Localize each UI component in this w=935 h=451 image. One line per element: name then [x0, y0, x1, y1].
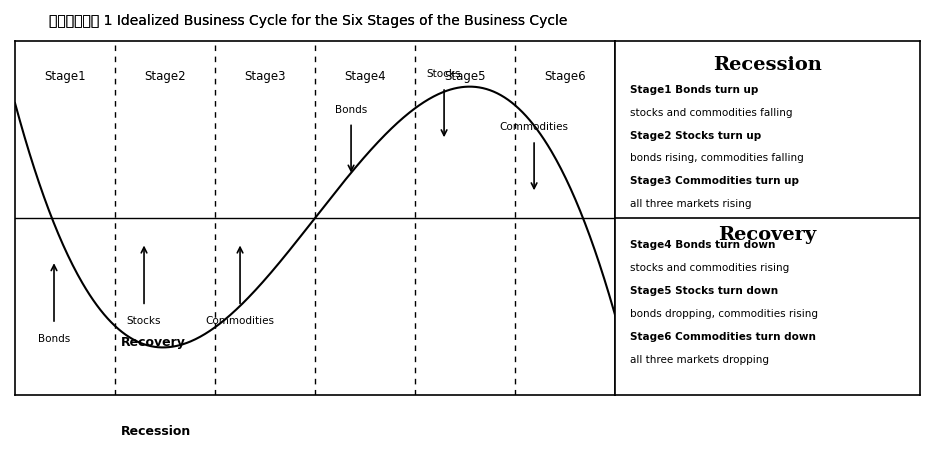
Text: Recession: Recession	[121, 423, 192, 437]
Text: Commodities: Commodities	[206, 315, 275, 326]
Text: stocks and commodities falling: stocks and commodities falling	[630, 107, 793, 117]
Text: Stage1: Stage1	[44, 70, 86, 83]
Text: รูปที่ 1 Idealized Business Cycle for the Six Stages of the Business Cycle: รูปที่ 1 Idealized Business Cycle for th…	[50, 14, 568, 28]
Text: Recovery: Recovery	[718, 226, 816, 244]
Text: all three markets dropping: all three markets dropping	[630, 354, 770, 364]
Text: รูปที่ 1 Idealized Business Cycle for the Six Stages of the Business Cycle: รูปที่ 1 Idealized Business Cycle for th…	[50, 14, 568, 28]
Text: Stage1 Bonds turn up: Stage1 Bonds turn up	[630, 84, 758, 94]
Text: Stocks: Stocks	[426, 69, 461, 79]
Text: Stage6: Stage6	[544, 70, 586, 83]
Text: Bonds: Bonds	[38, 333, 70, 343]
Text: all three markets rising: all three markets rising	[630, 199, 752, 209]
Text: Stage4 Bonds turn down: Stage4 Bonds turn down	[630, 239, 776, 249]
Text: Stage5: Stage5	[444, 70, 486, 83]
Text: Stage3: Stage3	[244, 70, 286, 83]
Text: stocks and commodities rising: stocks and commodities rising	[630, 262, 789, 272]
Text: Recession: Recession	[713, 56, 822, 74]
Text: Stage5 Stocks turn down: Stage5 Stocks turn down	[630, 285, 779, 295]
Text: Stage2: Stage2	[144, 70, 186, 83]
Text: Stage4: Stage4	[344, 70, 386, 83]
Text: Recovery: Recovery	[121, 336, 186, 348]
Text: Bonds: Bonds	[335, 104, 367, 115]
Text: Stage6 Commodities turn down: Stage6 Commodities turn down	[630, 331, 816, 341]
Text: Stocks: Stocks	[127, 315, 161, 326]
Text: Stage3 Commodities turn up: Stage3 Commodities turn up	[630, 176, 799, 186]
Text: bonds rising, commodities falling: bonds rising, commodities falling	[630, 153, 804, 163]
Text: Commodities: Commodities	[499, 122, 568, 132]
Text: bonds dropping, commodities rising: bonds dropping, commodities rising	[630, 308, 818, 318]
Text: Stage2 Stocks turn up: Stage2 Stocks turn up	[630, 130, 762, 140]
